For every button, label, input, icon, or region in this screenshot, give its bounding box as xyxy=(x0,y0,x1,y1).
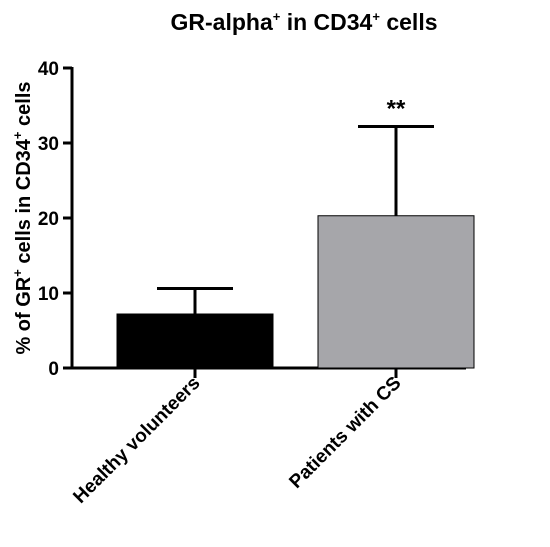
y-axis-label-end: cells xyxy=(13,81,35,131)
chart-title-sup2: + xyxy=(372,9,380,24)
significance-label: ** xyxy=(387,96,406,123)
y-axis-label-sup2: + xyxy=(10,131,25,139)
chart-title-end: cells xyxy=(380,9,438,35)
chart-title: GR-alpha+ in CD34+ cells xyxy=(171,9,438,35)
y-axis-label-main: % of GR xyxy=(13,276,35,354)
plot-area: 0 10 20 30 40 Healthy volunteers Patients with… xyxy=(38,59,475,508)
y-axis-label: % of GR+ cells in CD34+ cells xyxy=(10,81,35,354)
y-tick-label: 20 xyxy=(38,209,59,230)
chart-title-main: GR-alpha xyxy=(171,9,273,35)
chart-title-sup1: + xyxy=(273,9,281,24)
y-tick-label: 0 xyxy=(48,359,59,380)
y-axis-label-rest: cells in CD34 xyxy=(13,138,35,269)
x-tick-label: Patients with CS xyxy=(285,373,405,493)
bar xyxy=(116,313,274,369)
chart-title-rest: in CD34 xyxy=(280,9,372,35)
bar xyxy=(317,215,475,369)
x-tick-label: Healthy volunteers xyxy=(69,373,204,508)
y-tick-label: 10 xyxy=(38,284,59,305)
y-tick-label: 30 xyxy=(38,134,59,155)
y-tick-label: 40 xyxy=(38,59,59,80)
y-axis-label-sup1: + xyxy=(10,269,25,277)
